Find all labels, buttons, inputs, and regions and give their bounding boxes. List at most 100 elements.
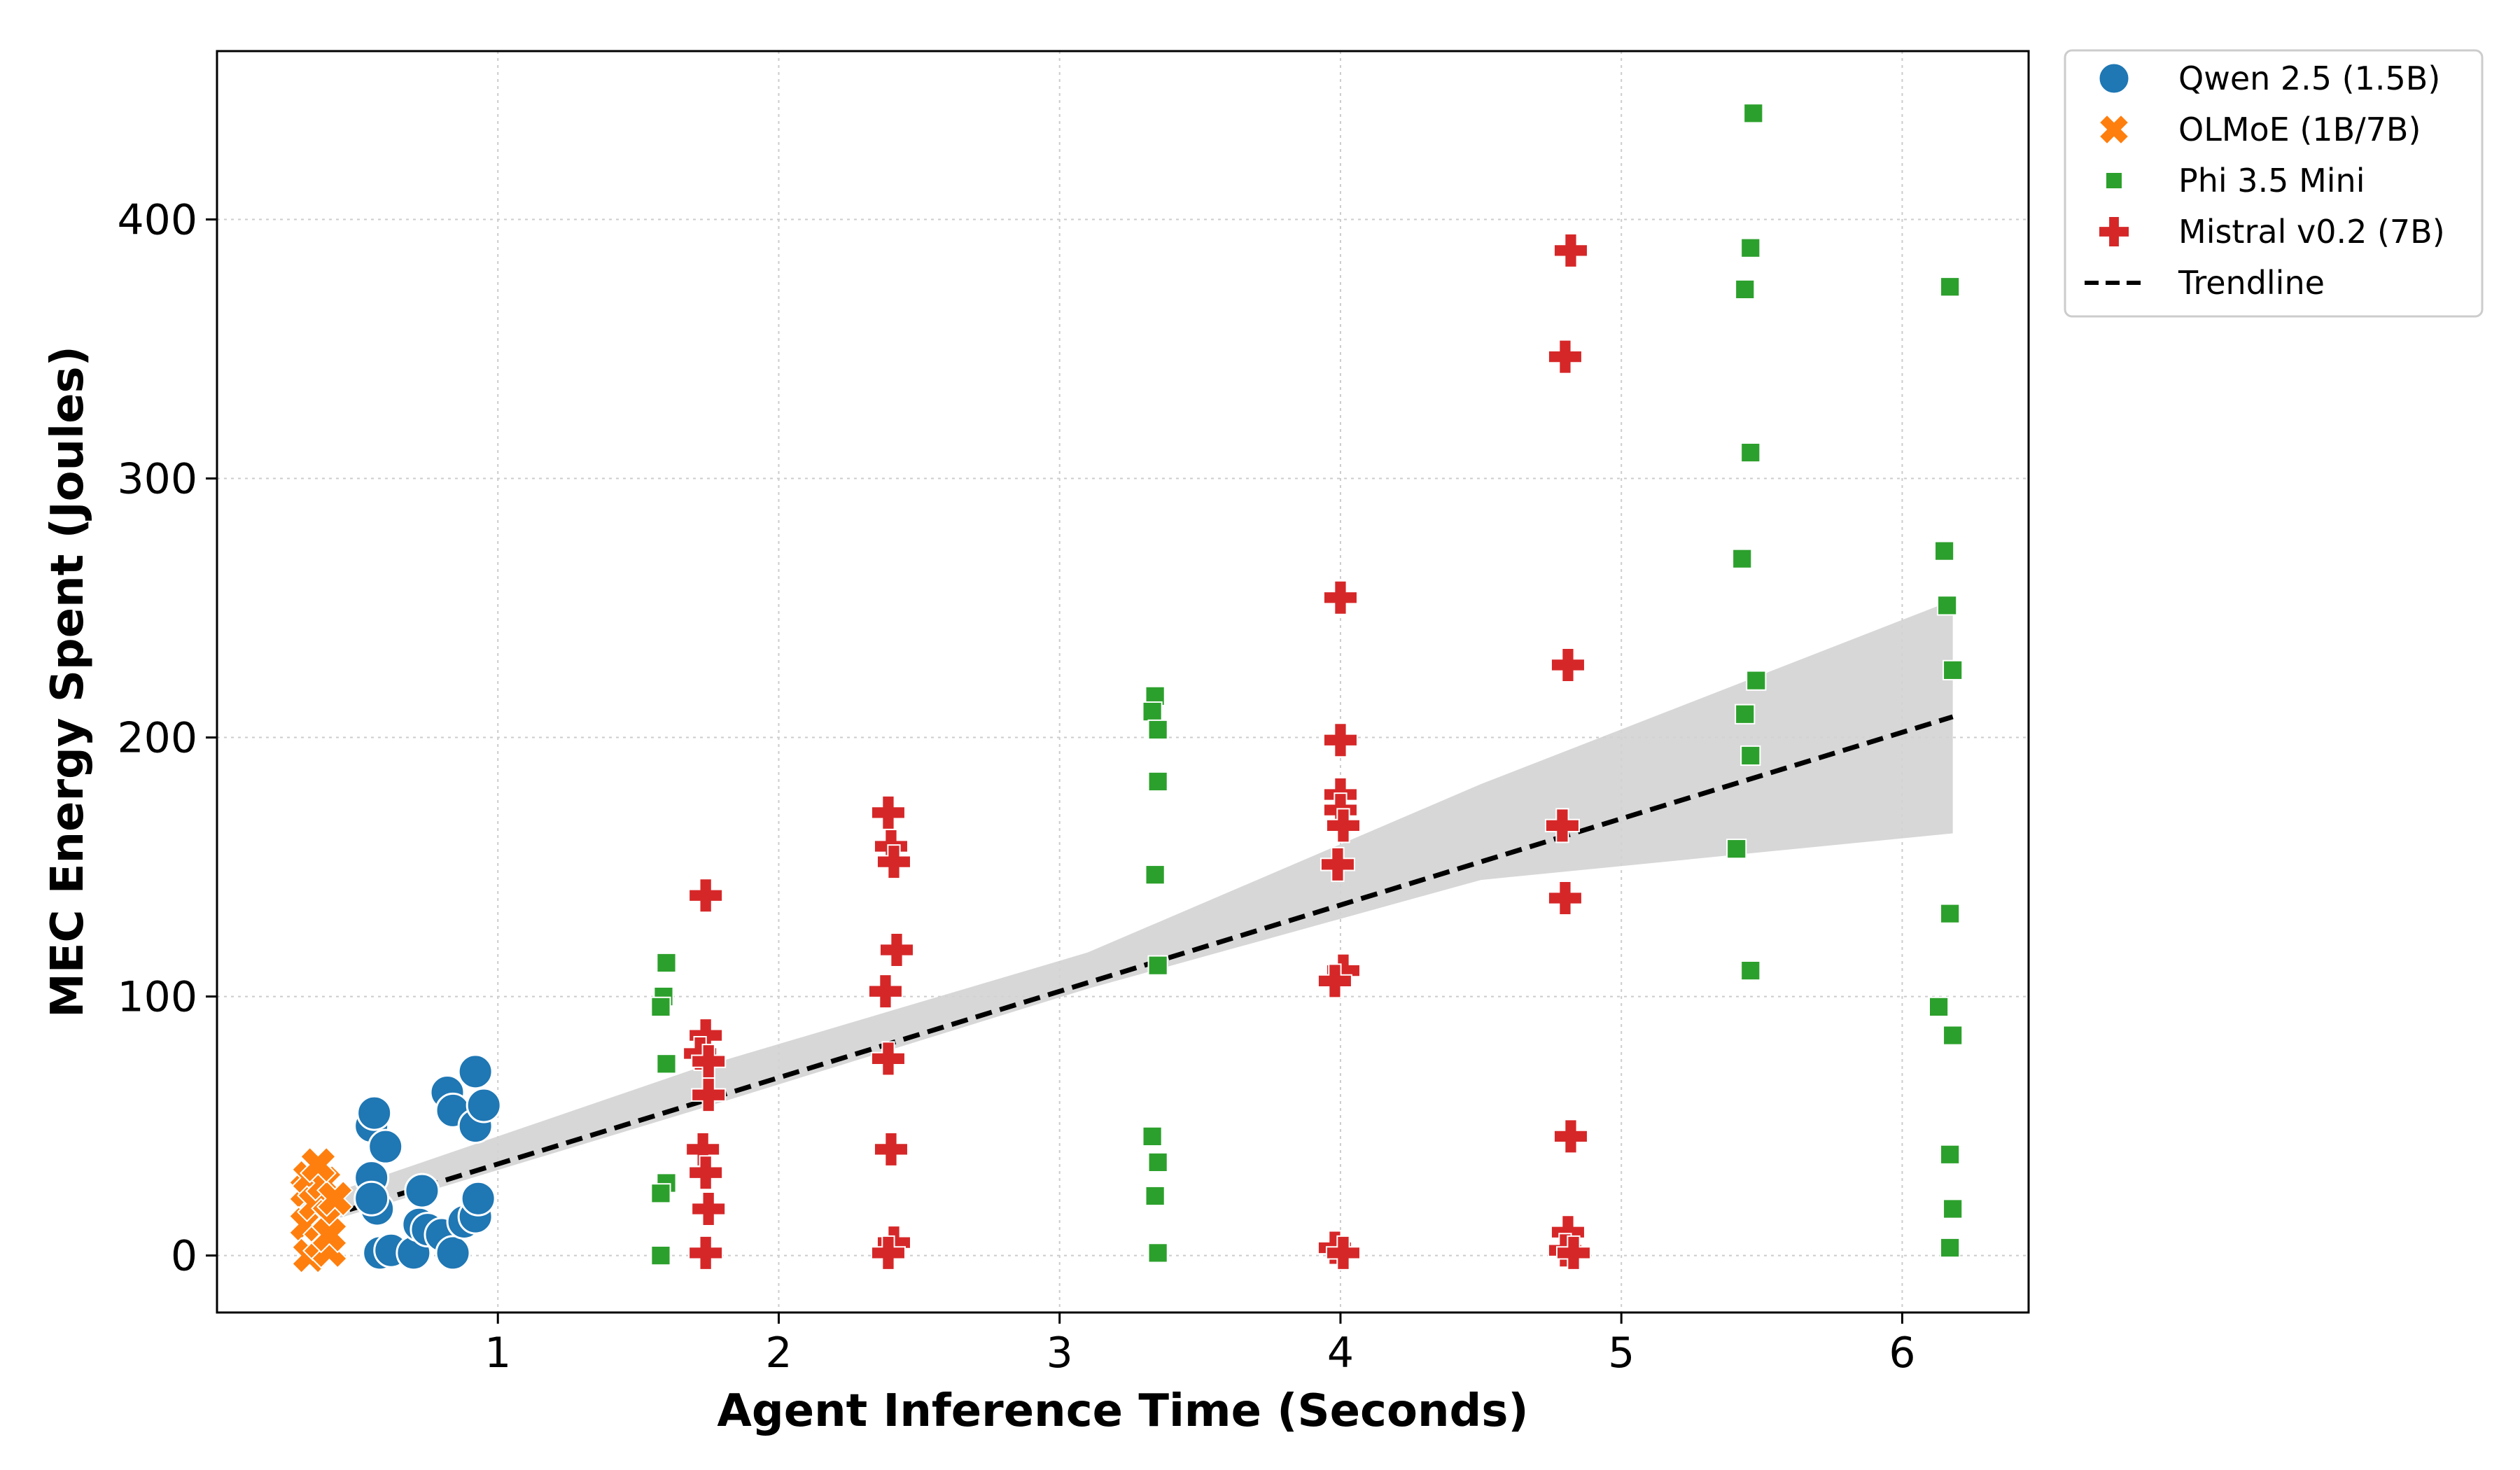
data-point bbox=[1317, 963, 1352, 999]
data-point bbox=[1550, 647, 1586, 682]
y-tick-label: 0 bbox=[171, 1232, 197, 1281]
data-point bbox=[368, 1128, 404, 1165]
data-point bbox=[465, 1087, 502, 1124]
trendline-layer bbox=[300, 714, 1954, 1227]
data-point bbox=[688, 1235, 724, 1270]
data-point bbox=[1144, 864, 1166, 886]
y-tick-label: 200 bbox=[117, 714, 197, 763]
data-point bbox=[1547, 880, 1583, 916]
data-point bbox=[1732, 548, 1753, 569]
data-point bbox=[1735, 704, 1756, 724]
legend-label: OLMoE (1B/7B) bbox=[2178, 111, 2421, 148]
legend-label: Trendline bbox=[2178, 264, 2325, 302]
data-point bbox=[656, 952, 677, 974]
data-point bbox=[404, 1172, 440, 1209]
data-point bbox=[1743, 103, 1764, 124]
x-tick-label: 5 bbox=[1608, 1329, 1634, 1378]
data-point bbox=[873, 1131, 909, 1167]
x-tick-label: 3 bbox=[1046, 1329, 1073, 1378]
data-point bbox=[300, 1146, 337, 1184]
y-tick-label: 300 bbox=[117, 455, 197, 504]
x-tick-label: 6 bbox=[1889, 1329, 1915, 1378]
data-point bbox=[1147, 771, 1168, 792]
data-point bbox=[1553, 232, 1588, 268]
data-point bbox=[1147, 719, 1168, 741]
data-point bbox=[1735, 279, 1756, 300]
data-point bbox=[1147, 1242, 1168, 1264]
data-point bbox=[1928, 996, 1949, 1017]
x-tick-label: 4 bbox=[1327, 1329, 1354, 1378]
series-mistral-v0-2-7b bbox=[682, 232, 1591, 1270]
legend-marker bbox=[2098, 113, 2130, 146]
axis-ticks: 1 2 3 4 5 6 0 100 200 300 400 bbox=[117, 196, 1915, 1378]
data-point bbox=[650, 1183, 671, 1204]
data-point bbox=[1547, 339, 1583, 374]
y-axis-title: MEC Energy Spent (Joules) bbox=[42, 346, 94, 1018]
data-point bbox=[1142, 701, 1163, 722]
data-point bbox=[1553, 1119, 1588, 1154]
data-point bbox=[691, 1077, 727, 1113]
plot-area-frame bbox=[216, 50, 2030, 1314]
data-point bbox=[1942, 1025, 1963, 1046]
data-point bbox=[457, 1054, 493, 1090]
data-point bbox=[1320, 846, 1355, 882]
data-point bbox=[688, 878, 724, 913]
data-point bbox=[1740, 745, 1761, 766]
data-point bbox=[1740, 960, 1761, 981]
y-tick-label: 400 bbox=[117, 196, 197, 245]
y-tick-label: 100 bbox=[117, 973, 197, 1022]
data-point bbox=[1147, 1152, 1168, 1172]
x-tick-label: 1 bbox=[484, 1329, 511, 1378]
data-point bbox=[354, 1180, 390, 1217]
data-point bbox=[311, 1216, 348, 1254]
data-point bbox=[1740, 442, 1761, 463]
data-point bbox=[691, 1191, 727, 1226]
data-point bbox=[1147, 955, 1168, 976]
x-tick-label: 2 bbox=[765, 1329, 792, 1378]
data-point bbox=[1940, 276, 1961, 298]
data-point bbox=[1325, 1235, 1361, 1270]
data-point bbox=[1544, 808, 1580, 844]
data-point bbox=[1937, 595, 1958, 616]
series-phi-3-5-mini bbox=[650, 103, 1963, 1266]
series-olmoe-1b-7b bbox=[288, 1146, 354, 1275]
data-points-layer bbox=[288, 103, 1963, 1275]
x-axis-title: Agent Inference Time (Seconds) bbox=[717, 1385, 1528, 1437]
data-point bbox=[1322, 722, 1358, 758]
data-point bbox=[1942, 1198, 1963, 1219]
data-point bbox=[1746, 670, 1767, 691]
data-point bbox=[1142, 1126, 1163, 1147]
data-point bbox=[1555, 1235, 1591, 1270]
data-point bbox=[870, 1041, 906, 1077]
data-point bbox=[867, 974, 903, 1009]
legend: Qwen 2.5 (1.5B) OLMoE (1B/7B) Phi 3.5 Mini… bbox=[2064, 49, 2484, 318]
data-point bbox=[650, 1245, 671, 1266]
data-point bbox=[879, 932, 914, 967]
series-qwen-2-5-1-5b bbox=[354, 1054, 502, 1271]
data-point bbox=[435, 1235, 471, 1271]
data-point bbox=[656, 1054, 677, 1074]
legend-marker bbox=[2105, 172, 2123, 190]
legend-frame bbox=[2064, 49, 2484, 318]
data-point bbox=[1940, 1237, 1961, 1259]
data-point bbox=[1322, 580, 1358, 615]
data-point bbox=[650, 996, 671, 1017]
data-point bbox=[356, 1095, 393, 1131]
data-point bbox=[1942, 659, 1963, 680]
data-point bbox=[1144, 1185, 1166, 1207]
legend-marker bbox=[2098, 216, 2130, 248]
data-point bbox=[1740, 237, 1761, 258]
data-point bbox=[688, 1155, 724, 1191]
legend-label: Mistral v0.2 (7B) bbox=[2178, 213, 2445, 251]
legend-label: Qwen 2.5 (1.5B) bbox=[2178, 59, 2440, 97]
data-point bbox=[1726, 839, 1747, 860]
data-point bbox=[1940, 903, 1961, 924]
legend-label: Phi 3.5 Mini bbox=[2178, 162, 2365, 200]
data-point bbox=[1940, 1144, 1961, 1165]
data-point bbox=[1325, 808, 1361, 844]
data-point bbox=[460, 1180, 496, 1217]
data-point bbox=[870, 1235, 906, 1270]
legend-marker bbox=[2097, 62, 2131, 95]
